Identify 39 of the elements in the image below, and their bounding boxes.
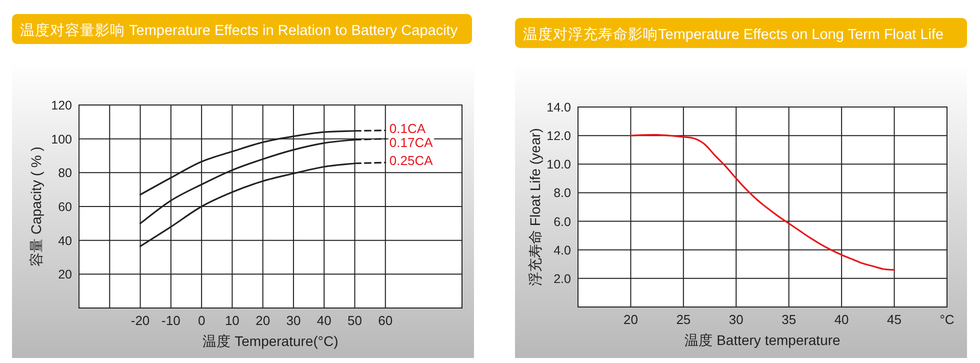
line-series	[630, 134, 896, 271]
x-tick-label: 40	[316, 313, 332, 328]
x-axis-title: 温度 Battery temperature	[684, 332, 841, 348]
x-tick-label: 25	[676, 312, 691, 327]
x-tick-label: 20	[256, 313, 270, 328]
series-label: 0.17CA	[389, 134, 434, 150]
chart-title: 温度对容量影响 Temperature Effects in Relation to Battery Capacity	[20, 22, 458, 39]
x-tick-label: 30	[728, 312, 744, 327]
y-tick-label: 100	[51, 132, 72, 146]
y-tick-label: 120	[51, 98, 72, 112]
series-label: 0.1CA	[389, 120, 426, 136]
y-tick-label: 20	[58, 268, 72, 282]
y-axis-title: 容量 Capacity ( % )	[28, 146, 44, 266]
x-tick-label: -10	[162, 313, 180, 328]
x-tick-label: 0	[198, 313, 206, 328]
x-axis-title: 温度 Temperature(°C)	[202, 333, 338, 349]
x-tick-label: 10	[224, 313, 240, 328]
y-tick-label: 2.0	[554, 272, 572, 286]
y-tick-label: 4.0	[554, 243, 572, 258]
x-tick-label: 50	[348, 313, 362, 328]
x-tick-label: -20	[130, 313, 150, 328]
y-tick-label: 12.0	[546, 129, 572, 144]
y-tick-label: 6.0	[554, 214, 572, 229]
x-tick-label: °C	[940, 312, 954, 327]
y-tick-label: 14.0	[546, 100, 572, 114]
series-label: 0.25CA	[389, 153, 434, 168]
x-tick-label: 30	[286, 313, 301, 328]
y-axis-title: 浮充寿命 Float Life (year)	[527, 128, 543, 286]
x-tick-label: 60	[378, 313, 393, 328]
x-tick-label: 45	[887, 312, 902, 327]
y-tick-label: 8.0	[554, 186, 572, 200]
y-tick-label: 10.0	[546, 158, 572, 172]
chart-title: 温度对浮充寿命影响Temperature Effects on Long Term Float Life	[523, 26, 944, 43]
y-tick-label: 60	[58, 200, 72, 214]
y-tick-label: 80	[58, 166, 72, 180]
y-tick-label: 40	[58, 234, 72, 248]
x-tick-label: 35	[782, 312, 796, 327]
x-tick-label: 40	[834, 312, 849, 327]
x-tick-label: 20	[623, 312, 638, 327]
